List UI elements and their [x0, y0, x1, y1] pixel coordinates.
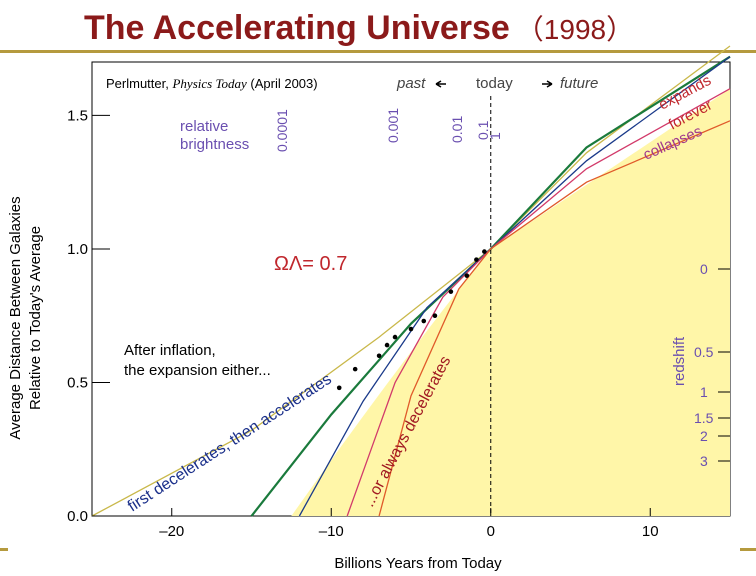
data-point	[421, 318, 427, 324]
x-tick-label: –20	[159, 523, 184, 540]
title-rule	[0, 50, 756, 53]
y-axis-ticks: 0.0 0.5 1.0 1.5	[67, 107, 110, 525]
x-tick-label: 0	[487, 523, 495, 540]
data-point	[352, 366, 358, 372]
x-tick-label: 10	[642, 523, 659, 540]
redshift-tick-2: 1	[700, 384, 708, 400]
expansion-curves	[91, 45, 731, 517]
data-point	[432, 313, 438, 319]
credit-author: Perlmutter,	[106, 76, 169, 91]
data-point	[464, 273, 470, 278]
caption-line-2: the expansion either...	[124, 362, 271, 379]
expansion-curve-2	[298, 56, 731, 517]
relative-label: relative	[180, 118, 228, 135]
left-decoration	[0, 548, 8, 551]
credit-date: (April 2003)	[250, 76, 317, 91]
data-point	[448, 289, 454, 294]
expansion-curve-0	[91, 45, 731, 517]
data-point	[384, 342, 390, 348]
brightness-tick-4: 1	[487, 132, 503, 140]
caption-line-1: After inflation,	[124, 342, 216, 359]
expansion-curve-4	[378, 120, 731, 517]
redshift-tick-3: 1.5	[694, 410, 714, 426]
credit-journal: Physics Today	[171, 76, 246, 91]
redshift-tick-5: 3	[700, 453, 708, 469]
right-decoration	[740, 548, 756, 551]
data-point	[376, 353, 382, 359]
slide-title-year: （1998）	[515, 14, 635, 45]
redshift-tick-1: 0.5	[694, 344, 714, 360]
brightness-tick-1: 0.001	[385, 108, 401, 143]
y-axis-label-2: Relative to Today's Average	[27, 226, 44, 410]
data-point	[392, 334, 398, 340]
data-point	[408, 326, 414, 332]
y-tick-label: 1.5	[67, 107, 88, 124]
supernova-data-points	[336, 249, 487, 391]
future-label: future	[560, 75, 598, 92]
brightness-label: brightness	[180, 136, 249, 153]
x-axis-ticks: –20 –10 0 10	[159, 508, 659, 540]
data-point	[336, 385, 342, 391]
y-tick-label: 0.5	[67, 374, 88, 391]
slide-title-text: The Accelerating Universe	[84, 9, 510, 47]
shaded-region	[291, 88, 730, 517]
y-axis-label-1: Average Distance Between Galaxies	[7, 196, 24, 439]
data-point	[482, 249, 487, 254]
expansion-curve-3	[346, 88, 731, 517]
x-axis-label: Billions Years from Today	[334, 555, 502, 572]
brightness-tick-2: 0.01	[449, 116, 465, 143]
y-tick-label: 0.0	[67, 508, 88, 525]
redshift-tick-0: 0	[700, 261, 708, 277]
past-arrow-icon	[435, 80, 446, 88]
x-tick-label: –10	[319, 523, 344, 540]
brightness-tick-0: 0.0001	[274, 109, 290, 152]
redshift-label: redshift	[671, 336, 688, 386]
past-label: past	[396, 75, 426, 92]
figure-credit: Perlmutter, Physics Today (April 2003)	[106, 76, 318, 91]
redshift-tick-4: 2	[700, 428, 708, 444]
y-tick-label: 1.0	[67, 241, 88, 258]
redshift-tick-marks	[718, 268, 730, 462]
slide-title: The Accelerating Universe （1998）	[84, 8, 634, 48]
omega-lambda-label: ΩΛ= 0.7	[274, 253, 347, 275]
future-arrow-icon	[542, 80, 553, 88]
brightness-tick-3: 0.1	[475, 120, 491, 140]
data-point	[474, 257, 479, 262]
today-label: today	[476, 75, 513, 92]
